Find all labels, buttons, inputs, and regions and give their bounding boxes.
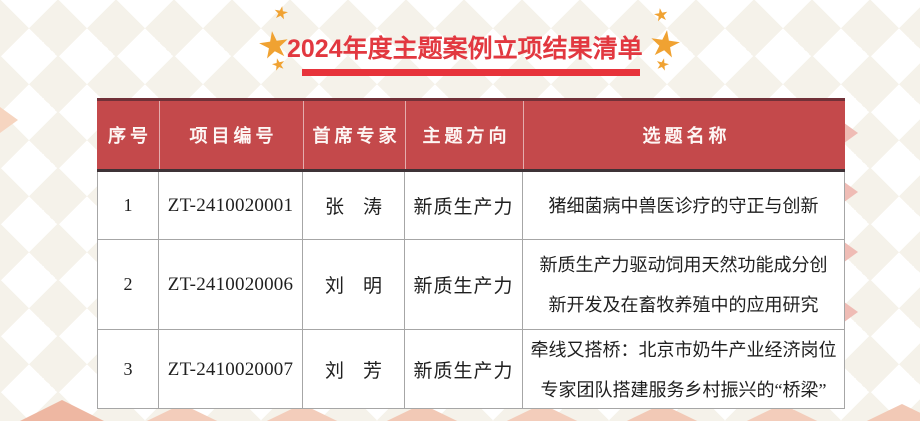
accent-diamond (0, 107, 18, 133)
star-icon (655, 57, 671, 73)
table-row: 2 ZT-2410020006 刘 明 新质生产力 新质生产力驱动饲用天然功能成… (98, 240, 844, 330)
cell-serial: 2 (98, 240, 159, 329)
cell-project-id: ZT-2410020007 (159, 330, 303, 409)
title-underline (302, 69, 640, 76)
cell-theme-direction: 新质生产力 (405, 330, 523, 409)
cell-serial: 1 (98, 172, 159, 239)
cell-theme-direction: 新质生产力 (405, 240, 523, 329)
topic-line: 猪细菌病中兽医诊疗的守正与创新 (548, 195, 819, 216)
cell-project-id: ZT-2410020006 (159, 240, 303, 329)
star-icon (257, 29, 291, 62)
page-title: 2024年度主题案例立项结果清单 (287, 35, 643, 63)
star-icon (648, 28, 682, 61)
col-header-project-id: 项目编号 (159, 101, 303, 169)
topic-line: 牵线又搭桥：北京市奶牛产业经济岗位 (530, 339, 837, 360)
accent-diamond (844, 404, 920, 421)
col-header-topic-name: 选题名称 (523, 101, 845, 169)
cell-topic-name: 牵线又搭桥：北京市奶牛产业经济岗位 专家团队搭建服务乡村振兴的“桥梁” (523, 330, 844, 409)
star-icon (653, 7, 669, 23)
cell-serial: 3 (98, 330, 159, 409)
topic-line: 新质生产力驱动饲用天然功能成分创 (539, 254, 828, 275)
topic-line: 专家团队搭建服务乡村振兴的“桥梁” (540, 379, 827, 400)
table-body: 1 ZT-2410020001 张 涛 新质生产力 猪细菌病中兽医诊疗的守正与创… (97, 172, 845, 409)
cell-project-id: ZT-2410020001 (159, 172, 303, 239)
cell-chief-expert: 刘 明 (303, 240, 405, 329)
col-header-theme-direction: 主题方向 (405, 101, 523, 169)
col-header-chief-expert: 首席专家 (303, 101, 405, 169)
table-row: 3 ZT-2410020007 刘 芳 新质生产力 牵线又搭桥：北京市奶牛产业经… (98, 330, 844, 409)
col-header-serial: 序号 (108, 126, 152, 146)
cell-topic-name: 新质生产力驱动饲用天然功能成分创 新开发及在畜牧养殖中的应用研究 (523, 240, 844, 329)
table-row: 1 ZT-2410020001 张 涛 新质生产力 猪细菌病中兽医诊疗的守正与创… (98, 172, 844, 240)
cell-topic-name: 猪细菌病中兽医诊疗的守正与创新 (523, 172, 844, 239)
cell-chief-expert: 刘 芳 (303, 330, 405, 409)
cell-chief-expert: 张 涛 (303, 172, 405, 239)
results-table: 序号 项目编号 首席专家 主题方向 选题名称 1 ZT-2410020001 张… (97, 98, 845, 409)
star-icon (271, 57, 287, 73)
table-header-row: 序号 项目编号 首席专家 主题方向 选题名称 (97, 98, 845, 172)
cell-theme-direction: 新质生产力 (405, 172, 523, 239)
star-icon (273, 5, 289, 21)
topic-line: 新开发及在畜牧养殖中的应用研究 (548, 294, 819, 315)
